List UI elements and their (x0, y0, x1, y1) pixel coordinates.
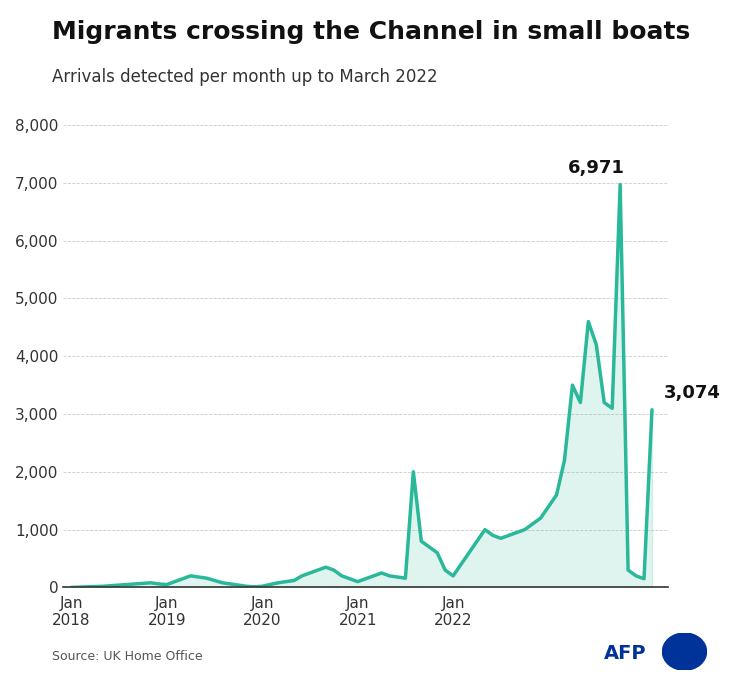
Text: Migrants crossing the Channel in small boats: Migrants crossing the Channel in small b… (52, 20, 690, 44)
Text: 6,971: 6,971 (568, 159, 625, 177)
Text: AFP: AFP (604, 645, 646, 663)
Text: Arrivals detected per month up to March 2022: Arrivals detected per month up to March … (52, 68, 437, 86)
Circle shape (662, 633, 707, 670)
Text: 3,074: 3,074 (664, 385, 721, 402)
Text: Source: UK Home Office: Source: UK Home Office (52, 651, 202, 663)
